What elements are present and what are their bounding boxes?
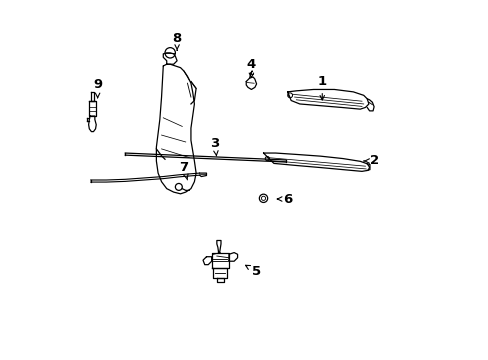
Text: 5: 5 [245,265,261,278]
Text: 7: 7 [179,161,188,180]
Text: 1: 1 [317,75,326,100]
Text: 3: 3 [210,137,219,156]
Text: 4: 4 [246,58,256,77]
Text: 9: 9 [93,78,102,98]
Text: 6: 6 [277,193,292,206]
Text: 2: 2 [363,154,378,167]
Text: 8: 8 [172,32,182,50]
